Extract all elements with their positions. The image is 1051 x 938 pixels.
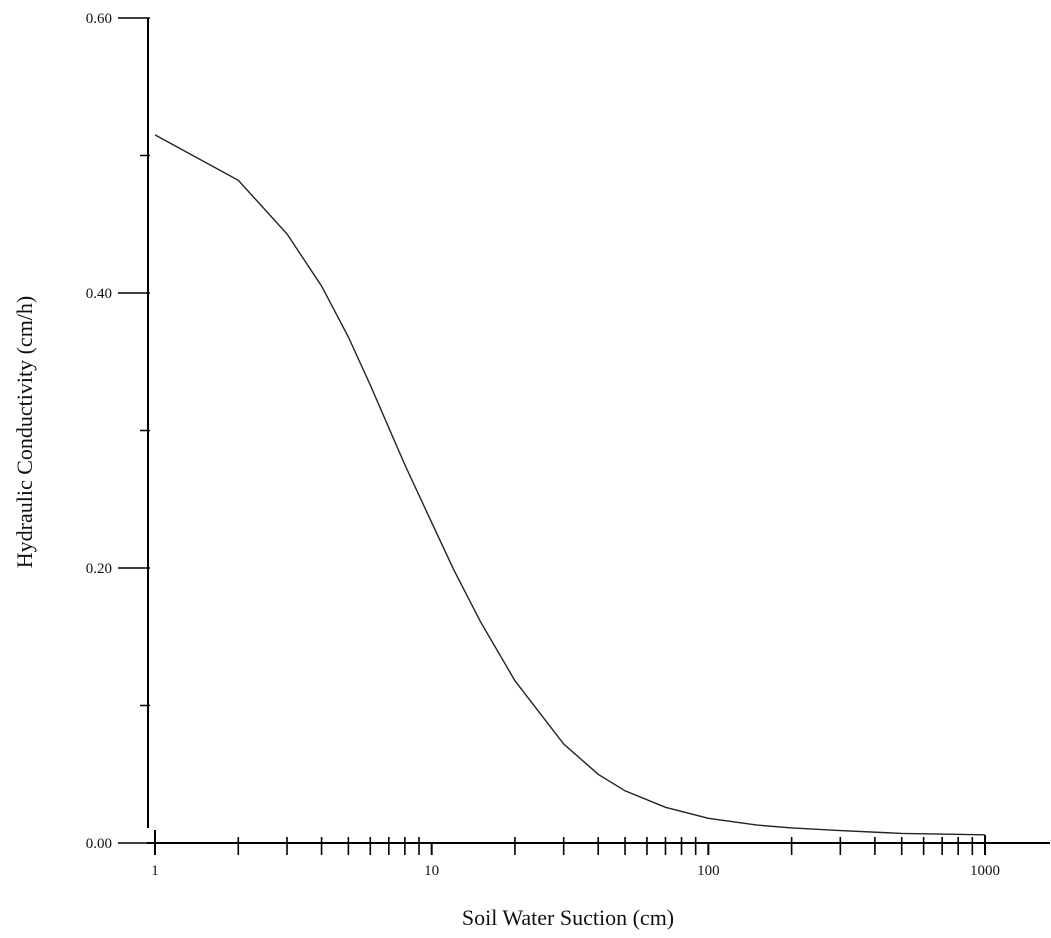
ticks (118, 17, 986, 855)
x-axis-title: Soil Water Suction (cm) (462, 905, 674, 930)
y-tick-label: 0.20 (86, 561, 112, 577)
axes (147, 18, 1050, 844)
y-tick-label: 0.00 (86, 836, 112, 852)
x-tick-label: 1000 (970, 863, 1000, 879)
y-tick-label: 0.40 (86, 286, 112, 302)
y-axis-title: Hydraulic Conductivity (cm/h) (12, 296, 37, 569)
y-tick-label: 0.60 (86, 11, 112, 27)
x-tick-label: 100 (697, 863, 720, 879)
x-tick-label: 10 (424, 863, 439, 879)
series (154, 134, 986, 836)
series-line (154, 134, 986, 836)
x-tick-label: 1 (151, 863, 159, 879)
tick-labels: 0.00 0.20 0.40 0.60 1 10 100 1000 (86, 11, 1000, 879)
